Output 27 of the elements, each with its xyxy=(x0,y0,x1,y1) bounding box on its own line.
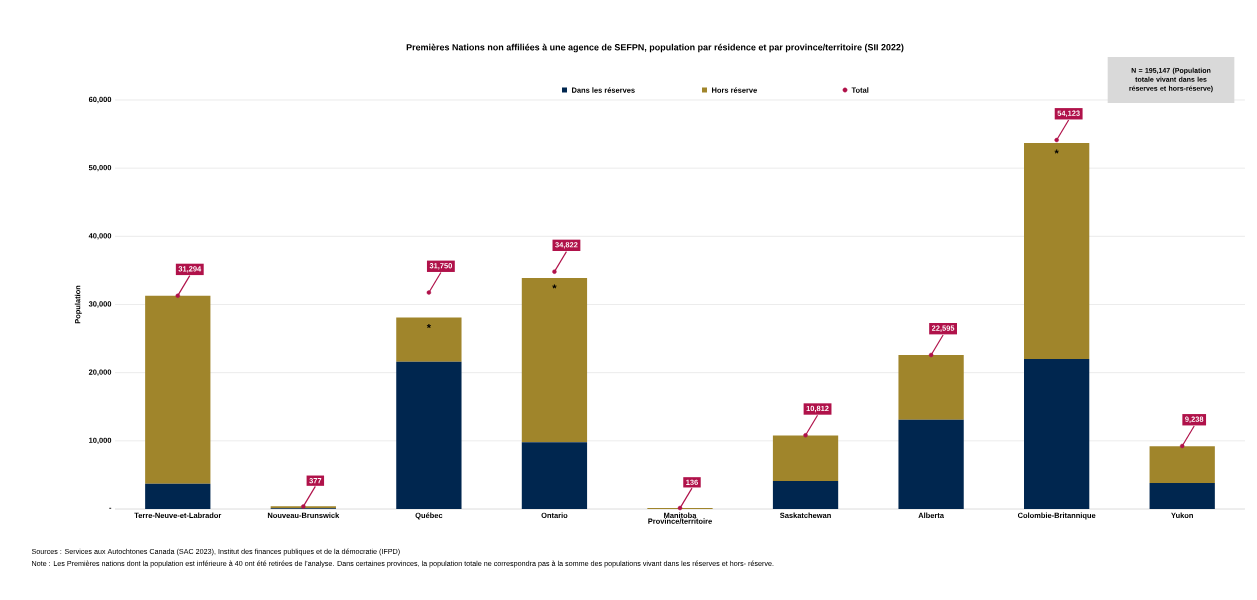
point xyxy=(928,352,934,358)
bar xyxy=(1024,359,1090,509)
point xyxy=(677,505,683,511)
point xyxy=(301,504,306,509)
bar xyxy=(898,354,964,420)
bar xyxy=(1149,446,1215,484)
chart-title: Premières Nations non affiliées à une agence de SEFPN, population par résidence et par province/territoire (SII 2022) xyxy=(406,43,904,53)
point xyxy=(803,433,808,438)
bar xyxy=(145,483,211,509)
annotation: * xyxy=(426,323,431,329)
bar xyxy=(772,435,839,482)
bar xyxy=(396,361,462,509)
bar xyxy=(772,481,839,509)
point xyxy=(552,269,557,274)
bar xyxy=(1024,142,1090,360)
bar xyxy=(521,277,588,443)
bar xyxy=(521,442,588,509)
bar xyxy=(898,419,964,509)
bar xyxy=(145,295,211,484)
point xyxy=(175,293,180,298)
point xyxy=(1180,443,1185,449)
point xyxy=(1054,137,1059,143)
point xyxy=(426,290,432,295)
bar xyxy=(1149,483,1215,509)
bar xyxy=(396,317,462,362)
annotation: * xyxy=(1054,149,1059,154)
annotation: * xyxy=(552,284,557,289)
